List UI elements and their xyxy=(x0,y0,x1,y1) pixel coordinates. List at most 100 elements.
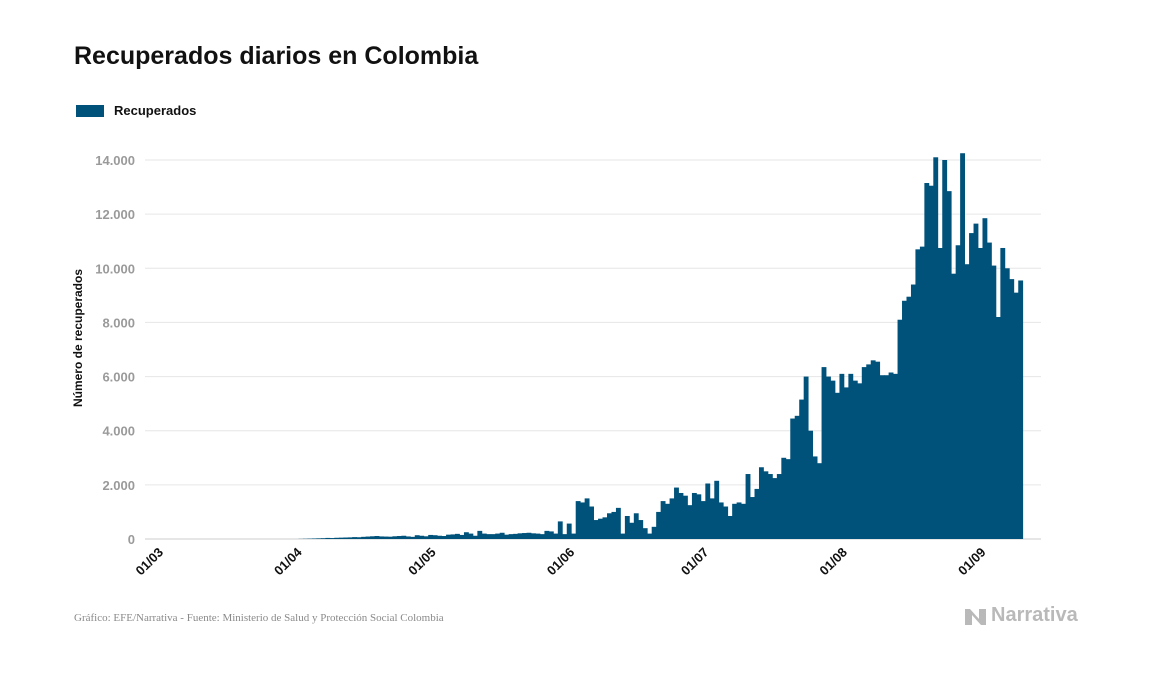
legend-label: Recuperados xyxy=(114,103,197,118)
y-tick-label: 0 xyxy=(128,532,135,547)
bar xyxy=(696,494,702,539)
bar xyxy=(812,456,818,539)
bar xyxy=(495,533,501,539)
bar xyxy=(897,319,903,539)
bar xyxy=(575,501,581,539)
bar xyxy=(338,537,344,539)
bar xyxy=(481,533,487,539)
bar xyxy=(781,457,787,539)
bar xyxy=(960,153,965,540)
bar xyxy=(320,538,326,539)
y-tick-label: 10.000 xyxy=(95,261,135,276)
bar xyxy=(808,430,814,539)
bar xyxy=(834,392,840,539)
bar xyxy=(678,492,684,539)
bar xyxy=(419,535,425,539)
bar xyxy=(875,361,881,539)
bar xyxy=(531,533,536,539)
bar xyxy=(705,483,711,539)
bar xyxy=(589,506,594,539)
bar xyxy=(978,247,983,540)
bar xyxy=(723,506,729,539)
bar xyxy=(508,534,514,539)
bar xyxy=(741,503,746,539)
bar xyxy=(553,533,559,539)
source-note: Gráfico: EFE/Narrativa - Fuente: Ministe… xyxy=(74,612,444,624)
bar xyxy=(329,538,335,539)
bar xyxy=(607,513,612,539)
chart-title: Recuperados diarios en Colombia xyxy=(74,42,479,70)
bar xyxy=(379,536,384,539)
bar xyxy=(441,536,447,539)
x-tick-label: 01/04 xyxy=(271,544,305,578)
bar xyxy=(374,536,380,539)
bar xyxy=(526,532,532,539)
bar xyxy=(879,375,885,539)
bar xyxy=(669,498,675,539)
bar xyxy=(611,511,617,539)
bar xyxy=(1004,268,1010,539)
bar xyxy=(638,520,644,539)
bar xyxy=(754,488,760,539)
legend-swatch xyxy=(76,104,104,117)
y-axis-label: Número de recuperados xyxy=(71,269,85,407)
bar xyxy=(499,532,505,539)
bar xyxy=(334,537,340,539)
y-tick-label: 4.000 xyxy=(102,424,135,439)
bar xyxy=(951,273,957,539)
bar xyxy=(843,387,849,539)
bar xyxy=(544,530,550,539)
bar xyxy=(1000,247,1006,540)
bar xyxy=(446,534,451,539)
brand-name: Narrativa xyxy=(991,604,1078,626)
bar xyxy=(955,245,961,539)
bar xyxy=(356,537,362,539)
bar xyxy=(870,360,876,539)
bar xyxy=(602,517,608,539)
bar xyxy=(352,537,358,539)
narrativa-logo-icon xyxy=(965,608,986,625)
bar xyxy=(566,523,572,539)
y-tick-label: 6.000 xyxy=(102,370,135,385)
bar xyxy=(463,532,469,539)
bar xyxy=(888,372,894,539)
bar xyxy=(763,471,769,539)
bar xyxy=(794,415,800,539)
bar xyxy=(848,373,854,539)
y-tick-label: 12.000 xyxy=(95,207,135,222)
bar xyxy=(709,498,715,539)
bar xyxy=(343,537,349,539)
bar xyxy=(405,536,411,539)
bar xyxy=(468,533,474,539)
bar xyxy=(736,502,742,539)
bar xyxy=(361,536,367,539)
bar xyxy=(620,533,626,539)
bar xyxy=(437,535,443,539)
bar xyxy=(995,317,1001,539)
y-tick-label: 2.000 xyxy=(102,478,135,493)
bar xyxy=(687,505,693,539)
bar xyxy=(624,515,630,539)
bar xyxy=(651,526,657,539)
bar xyxy=(776,474,782,539)
bar xyxy=(647,533,653,539)
bar xyxy=(428,534,434,539)
brand: Narrativa xyxy=(964,604,1078,627)
bar xyxy=(642,528,648,539)
bar xyxy=(562,534,568,539)
bar xyxy=(513,533,518,539)
bar xyxy=(539,534,545,539)
bar xyxy=(714,480,720,539)
bar xyxy=(383,536,389,539)
bar xyxy=(758,467,764,539)
bar xyxy=(902,300,907,539)
bar xyxy=(866,364,872,539)
bar xyxy=(450,534,456,539)
bar xyxy=(423,536,429,539)
bar xyxy=(633,513,639,539)
bar xyxy=(839,373,845,539)
bar xyxy=(893,373,898,539)
bar xyxy=(387,536,393,539)
bar xyxy=(432,535,438,539)
bar xyxy=(490,534,496,539)
